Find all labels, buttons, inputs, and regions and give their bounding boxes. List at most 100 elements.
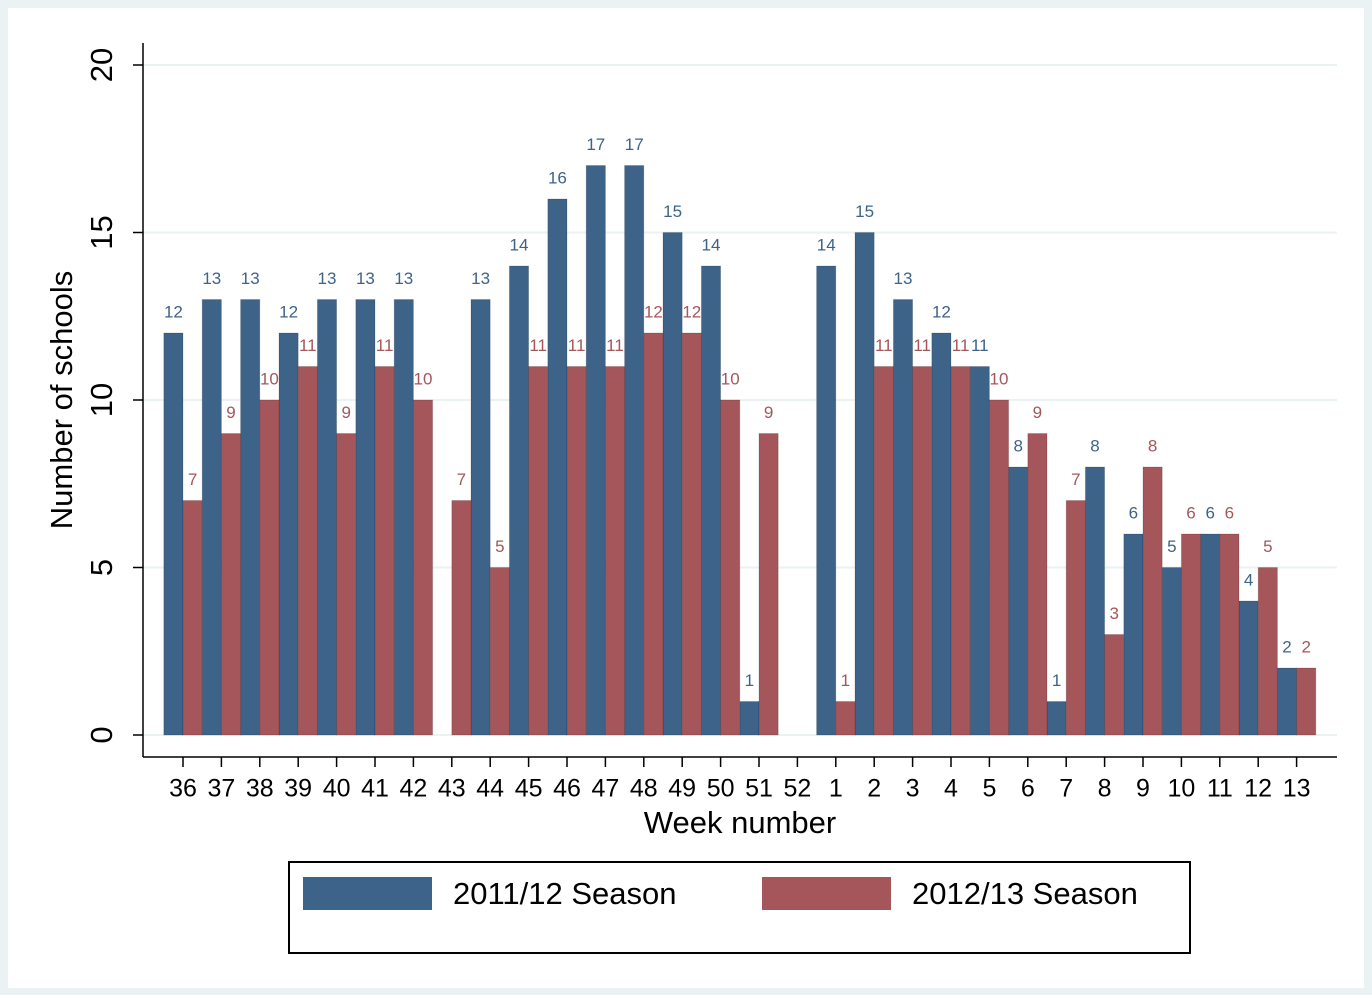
bar — [1008, 466, 1029, 736]
bar — [220, 433, 242, 736]
data-label: 17 — [625, 135, 644, 154]
x-tick-label: 46 — [553, 775, 581, 803]
bar — [604, 366, 626, 736]
legend-swatch — [303, 877, 432, 910]
x-tick-label: 3 — [906, 775, 920, 803]
x-tick-label: 7 — [1059, 775, 1073, 803]
bar — [240, 299, 261, 736]
x-tick-label: 37 — [207, 775, 235, 803]
bar — [1238, 600, 1259, 736]
bar — [259, 399, 280, 736]
bar — [374, 366, 395, 736]
bar — [681, 332, 702, 736]
bar — [931, 332, 952, 736]
data-label: 13 — [202, 269, 221, 288]
bar — [700, 265, 722, 736]
x-tick-label: 40 — [323, 775, 351, 803]
data-label: 13 — [894, 269, 913, 288]
data-label: 6 — [1205, 503, 1214, 522]
y-tick-label: 5 — [84, 559, 119, 576]
bar — [1296, 667, 1317, 736]
bar — [336, 433, 357, 736]
bar — [873, 366, 894, 736]
bar — [835, 701, 856, 736]
y-tick-label: 20 — [84, 48, 119, 82]
data-label: 12 — [932, 302, 951, 321]
bar — [662, 232, 683, 736]
legend-box — [288, 861, 1191, 954]
bar — [1084, 466, 1106, 736]
data-label: 1 — [841, 671, 850, 690]
data-label: 13 — [356, 269, 375, 288]
x-tick-label: 41 — [361, 775, 389, 803]
data-label: 9 — [764, 403, 773, 422]
y-tick-label: 0 — [84, 726, 119, 743]
x-tick-label: 6 — [1021, 775, 1035, 803]
legend-swatch — [762, 877, 891, 910]
data-label: 8 — [1090, 436, 1099, 455]
data-label: 5 — [495, 537, 504, 556]
x-tick-label: 51 — [745, 775, 773, 803]
bar — [758, 433, 779, 736]
x-tick-label: 13 — [1283, 775, 1311, 803]
data-label: 1 — [1052, 671, 1061, 690]
x-tick-label: 45 — [515, 775, 543, 803]
data-label: 11 — [606, 336, 624, 355]
bar — [1142, 466, 1163, 736]
data-label: 14 — [702, 235, 721, 254]
bar — [1257, 567, 1278, 736]
x-tick-label: 11 — [1207, 775, 1233, 803]
bar — [278, 332, 299, 736]
data-label: 6 — [1225, 503, 1234, 522]
x-tick-label: 12 — [1244, 775, 1272, 803]
data-label: 11 — [568, 336, 586, 355]
data-label: 6 — [1129, 503, 1138, 522]
x-tick-label: 49 — [668, 775, 696, 803]
data-label: 11 — [376, 336, 394, 355]
data-label: 9 — [1033, 403, 1042, 422]
y-tick-label: 10 — [84, 383, 119, 417]
bar — [182, 500, 203, 736]
data-label: 11 — [971, 336, 989, 355]
bar — [892, 299, 914, 736]
data-label: 7 — [457, 470, 466, 489]
bar — [1123, 533, 1144, 736]
bar — [1276, 667, 1298, 736]
data-label: 12 — [644, 302, 663, 321]
data-label: 16 — [548, 168, 567, 187]
x-tick-label: 1 — [829, 775, 843, 803]
data-label: 2 — [1301, 637, 1310, 656]
data-label: 11 — [913, 336, 931, 355]
x-tick-label: 8 — [1098, 775, 1112, 803]
x-tick-label: 42 — [399, 775, 427, 803]
data-label: 9 — [341, 403, 350, 422]
bar — [528, 366, 549, 736]
y-tick-label: 15 — [84, 215, 119, 249]
x-tick-label: 39 — [284, 775, 312, 803]
bar — [643, 332, 664, 736]
x-tick-label: 38 — [246, 775, 274, 803]
data-label: 4 — [1244, 570, 1253, 589]
data-label: 11 — [875, 336, 893, 355]
data-label: 10 — [721, 369, 740, 388]
bar — [163, 332, 184, 736]
bar — [316, 299, 338, 736]
data-label: 1 — [745, 671, 754, 690]
bar — [816, 265, 837, 736]
bar — [412, 399, 434, 736]
data-label: 10 — [414, 369, 433, 388]
data-label: 13 — [241, 269, 260, 288]
bar — [585, 165, 606, 736]
bar — [1161, 567, 1182, 736]
x-tick-label: 4 — [944, 775, 958, 803]
data-label: 7 — [188, 470, 197, 489]
x-tick-label: 2 — [867, 775, 881, 803]
x-tick-label: 47 — [591, 775, 619, 803]
data-label: 5 — [1263, 537, 1272, 556]
legend-label: 2011/12 Season — [453, 876, 677, 911]
data-label: 5 — [1167, 537, 1176, 556]
data-label: 11 — [529, 336, 547, 355]
bar — [1027, 433, 1048, 736]
x-tick-label: 44 — [476, 775, 504, 803]
